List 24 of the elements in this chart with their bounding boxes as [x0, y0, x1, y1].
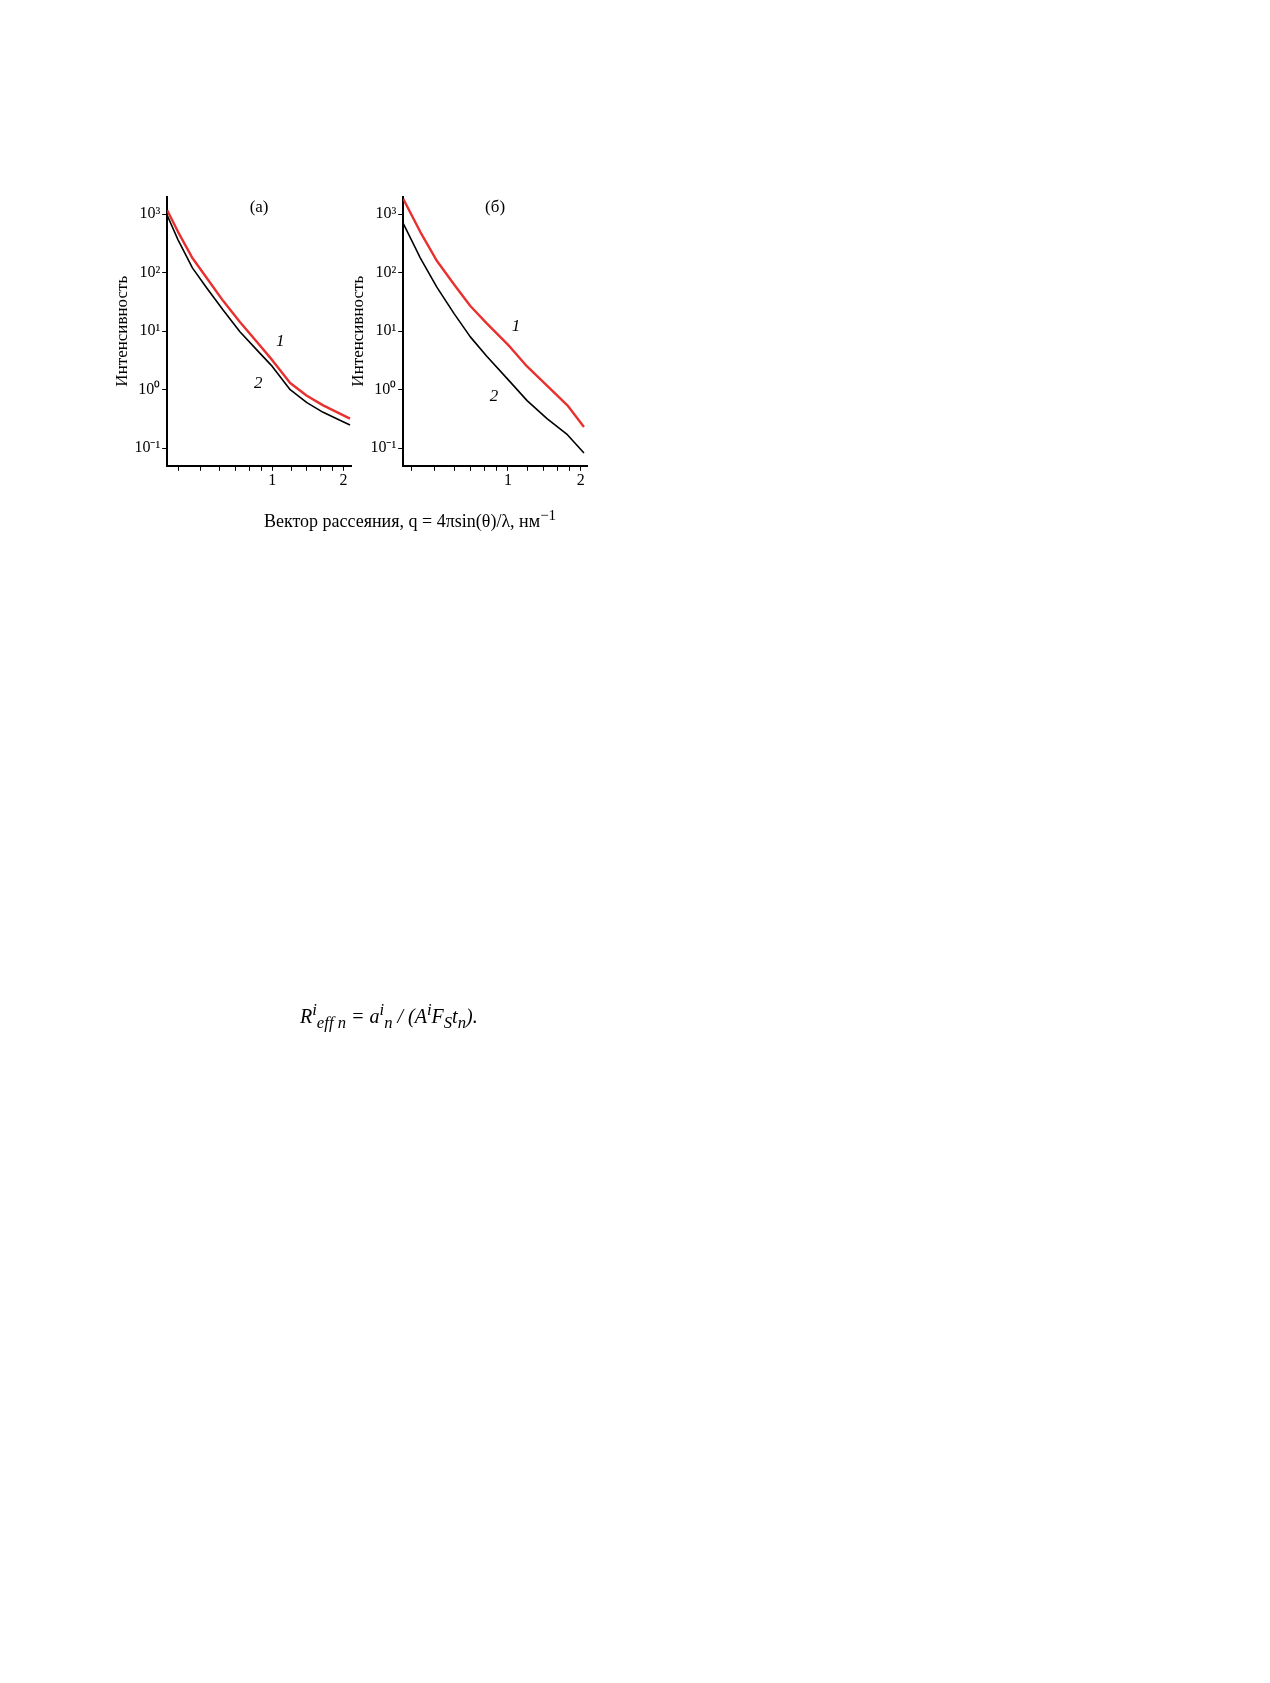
y-axis-title: Интенсивность	[347, 275, 367, 387]
x-tick-label: 2	[576, 470, 585, 488]
y-axis-title: Интенсивность	[111, 275, 131, 387]
x-axis-title: Вектор рассеяния, q = 4πsin(θ)/λ, нм$^{−1}$	[262, 507, 558, 532]
x-tick-label: 2	[339, 470, 348, 488]
y-tick-label: 10⁻¹	[134, 438, 161, 456]
x-tick-label: 1	[503, 470, 512, 488]
x-tick-label: 1	[268, 470, 277, 488]
series-label: 2	[254, 373, 264, 393]
y-tick-label: 10²	[139, 262, 161, 280]
y-tick-label: 10⁻¹	[370, 438, 397, 456]
y-tick-label: 10⁰	[138, 379, 161, 397]
text: R$^{i}$$_{eff n}$ = a$^{i}$$_{n}$ / (A$^{i}$F$_{S}$t$_{n}$).	[300, 1000, 478, 1032]
y-tick-label: 10⁰	[374, 379, 397, 397]
series-label: 1	[511, 315, 521, 335]
y-tick-label: 10¹	[139, 321, 161, 339]
series-label: 2	[489, 386, 499, 406]
chart-title: (а)	[249, 196, 269, 216]
y-tick-label: 10³	[139, 204, 161, 222]
series-label: 1	[276, 331, 285, 351]
chart-title: (б)	[485, 196, 506, 216]
y-tick-label: 10²	[375, 262, 397, 280]
y-tick-label: 10¹	[375, 321, 397, 339]
y-tick-label: 10³	[375, 204, 397, 222]
